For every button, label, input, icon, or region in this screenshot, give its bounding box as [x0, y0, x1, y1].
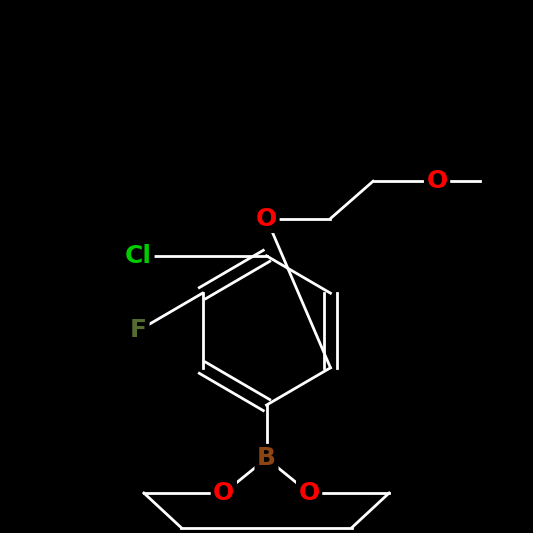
Text: F: F	[130, 318, 147, 343]
Text: O: O	[213, 481, 235, 505]
Text: O: O	[298, 481, 320, 505]
Text: B: B	[257, 446, 276, 471]
Text: O: O	[256, 206, 277, 231]
Text: O: O	[426, 169, 448, 193]
Text: Cl: Cl	[125, 244, 152, 268]
